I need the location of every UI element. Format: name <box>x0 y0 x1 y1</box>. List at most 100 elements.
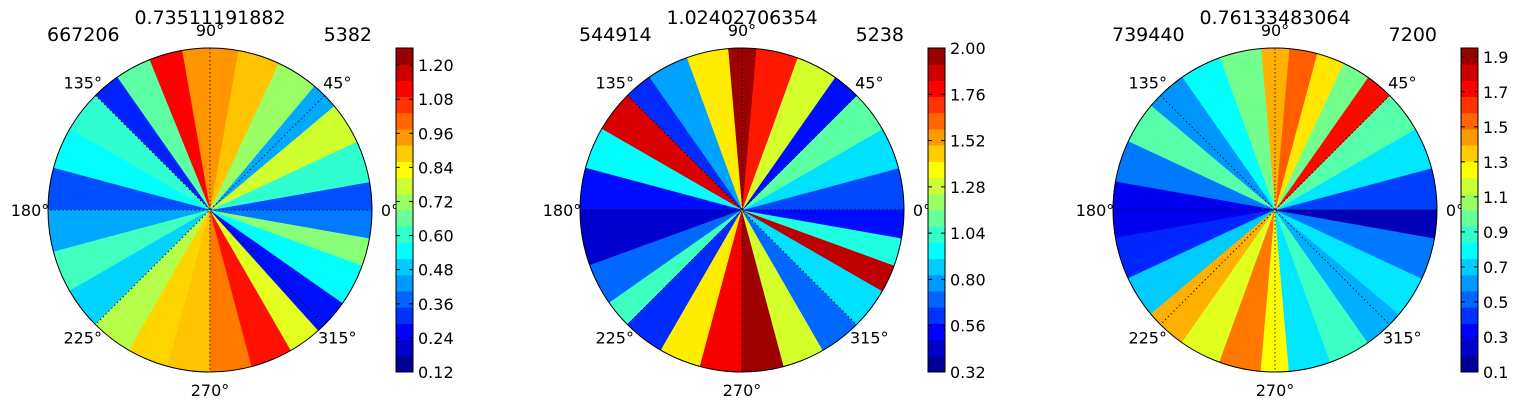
colorbar-band <box>1461 129 1478 146</box>
colorbar-band <box>1461 48 1478 65</box>
colorbar-tick-label: 0.60 <box>418 227 454 246</box>
colorbar-band <box>396 96 413 114</box>
colorbar-tick-label: 0.12 <box>418 363 454 382</box>
colorbar-band <box>396 64 413 81</box>
angle-label: 225° <box>63 328 102 347</box>
colorbar-tick-label: 0.9 <box>1483 223 1508 242</box>
colorbar-band <box>928 96 945 114</box>
angle-label: 225° <box>1128 328 1167 347</box>
colorbar-band <box>1461 226 1478 243</box>
colorbar-tick-label: 1.04 <box>950 224 986 243</box>
colorbar-band <box>928 242 945 260</box>
colorbar-band <box>928 291 945 308</box>
colorbar-tick-label: 1.5 <box>1483 118 1508 137</box>
colorbar-tick-label: 1.1 <box>1483 188 1508 207</box>
angle-label: 90° <box>196 21 224 40</box>
colorbar-band <box>396 226 413 243</box>
colorbar-tick-label: 0.72 <box>418 192 454 211</box>
colorbar-tick-label: 0.56 <box>950 317 986 336</box>
colorbar-band <box>928 193 945 211</box>
corner-left-value: 739440 <box>1112 24 1185 46</box>
colorbar-frame <box>395 47 414 373</box>
colorbar-band <box>928 129 945 146</box>
angle-label: 135° <box>595 74 634 93</box>
colorbar-band <box>396 274 413 292</box>
colorbar-band <box>1461 355 1478 373</box>
angle-label: 225° <box>595 328 634 347</box>
angle-label: 45° <box>1388 74 1416 93</box>
corner-right-value: 5382 <box>324 24 372 46</box>
angle-label: 135° <box>63 74 102 93</box>
polar-panel-3: 0° 45° 90° 135° 180° 225° 270° 315° 0.7613348306… <box>1076 7 1509 400</box>
angle-label: 270° <box>1256 381 1295 400</box>
colorbar-band <box>1461 242 1478 260</box>
colorbar-tick-label: 1.52 <box>950 132 986 151</box>
colorbar-tick-label: 0.48 <box>418 261 454 280</box>
colorbar-tick-label: 0.7 <box>1483 258 1508 277</box>
colorbar-band <box>1461 307 1478 324</box>
colorbar-frame <box>927 47 946 373</box>
colorbar-band <box>396 210 413 227</box>
angle-label: 45° <box>855 74 883 93</box>
colorbar-band <box>1461 64 1478 81</box>
colorbar-band <box>1461 96 1478 114</box>
colorbar-band <box>396 48 413 65</box>
colorbar-tick-label: 1.7 <box>1483 83 1508 102</box>
colorbar-band <box>1461 274 1478 292</box>
colorbar-band <box>1461 80 1478 98</box>
colorbar-band <box>396 242 413 260</box>
colorbar-band <box>396 80 413 98</box>
colorbar-band <box>396 355 413 373</box>
colorbar: 0.32 0.56 0.80 1.04 1.28 1.52 1.76 2.00 <box>927 39 986 382</box>
colorbar-band <box>1461 177 1478 195</box>
colorbar-band <box>396 291 413 308</box>
colorbar: 0.1 0.3 0.5 0.7 0.9 1.1 1.3 1.5 1.7 1.9 <box>1460 47 1508 382</box>
corner-left-value: 544914 <box>579 24 652 46</box>
colorbar-band <box>1461 161 1478 179</box>
colorbar-band <box>1461 291 1478 308</box>
colorbar-band <box>1461 145 1478 162</box>
angle-label: 90° <box>1261 21 1289 40</box>
colorbar-frame <box>1460 47 1479 373</box>
angle-label: 0° <box>381 201 399 220</box>
colorbar-band <box>928 339 945 357</box>
chart-title: 0.76133483064 <box>1199 7 1350 29</box>
angle-label: 315° <box>318 328 357 347</box>
colorbar-band <box>396 112 413 130</box>
polar-outline <box>579 47 905 373</box>
corner-left-value: 667206 <box>47 24 120 46</box>
colorbar-band <box>396 193 413 211</box>
colorbar-band <box>396 161 413 179</box>
colorbar-tick-label: 0.1 <box>1483 363 1508 382</box>
colorbar-band <box>396 323 413 341</box>
colorbar-band <box>928 80 945 98</box>
colorbar-tick-label: 1.20 <box>418 56 454 75</box>
angle-label: 180° <box>543 201 582 220</box>
colorbar-band <box>1461 210 1478 227</box>
colorbar-band <box>928 64 945 81</box>
colorbar-tick-label: 0.96 <box>418 124 454 143</box>
colorbar-tick-label: 2.00 <box>950 39 986 58</box>
polar-outline <box>47 47 373 373</box>
polar-panel-2: 0° 45° 90° 135° 180° 225° 270° 315° 1.0240270635… <box>543 7 986 400</box>
colorbar-band <box>1461 323 1478 341</box>
colorbar-tick-label: 0.36 <box>418 295 454 314</box>
colorbar-tick-label: 0.32 <box>950 363 986 382</box>
polar-panel-1: 0° 45° 90° 135° 180° 225° 270° 315° 0.7351119188… <box>11 7 454 400</box>
angle-label: 270° <box>191 381 230 400</box>
colorbar-band <box>1461 339 1478 357</box>
angle-label: 180° <box>11 201 50 220</box>
colorbar-band <box>928 112 945 130</box>
colorbar-band <box>928 226 945 243</box>
colorbar-tick-label: 1.28 <box>950 178 986 197</box>
colorbar-band <box>928 274 945 292</box>
colorbar-tick-label: 1.08 <box>418 90 454 109</box>
angle-label: 315° <box>850 328 889 347</box>
polar-outline <box>1112 47 1438 373</box>
angle-label: 0° <box>1446 201 1464 220</box>
colorbar-band <box>928 307 945 324</box>
colorbar-band <box>396 177 413 195</box>
colorbar-band <box>396 307 413 324</box>
colorbar-band <box>928 177 945 195</box>
corner-right-value: 7200 <box>1389 24 1437 46</box>
